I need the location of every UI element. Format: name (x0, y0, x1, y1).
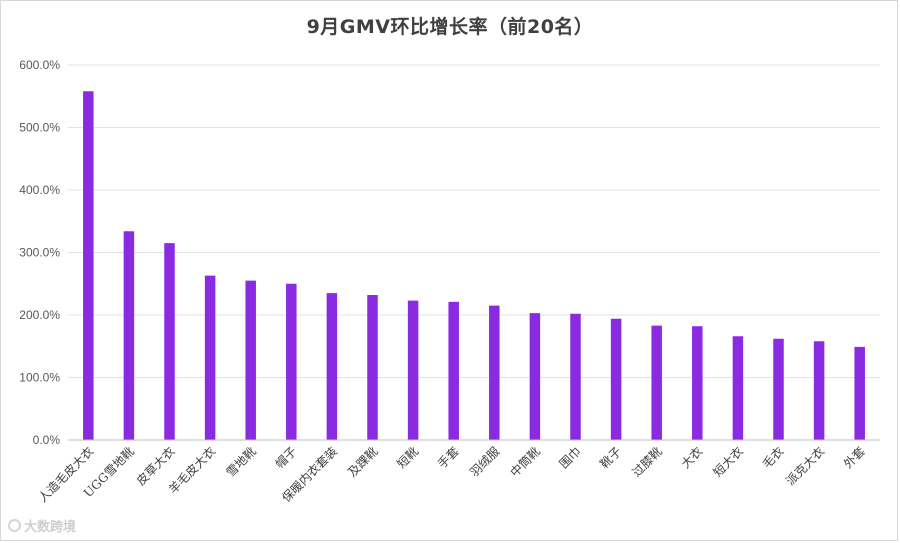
y-axis-tick-labels: 0.0% 100.0% 200.0% 300.0% 400.0% 500.0% 600.0% (19, 58, 60, 447)
y-tick-label: 500.0% (19, 121, 60, 135)
bar (489, 305, 500, 440)
y-tick-label: 400.0% (19, 183, 60, 197)
x-category-label: 外套 (841, 444, 868, 471)
y-tick-label: 100.0% (19, 371, 60, 385)
x-category-label: 毛衣 (759, 444, 787, 472)
x-category-label: 过膝靴 (629, 444, 664, 479)
bar (773, 338, 784, 440)
bar (610, 318, 622, 440)
bar (692, 326, 703, 440)
x-category-label: 雪地靴 (223, 444, 258, 479)
watermark-logo-icon (8, 519, 21, 532)
bar (326, 293, 338, 440)
bar (854, 346, 865, 440)
y-tick-label: 600.0% (19, 58, 60, 72)
x-category-label: 及踝靴 (345, 444, 380, 479)
bar (286, 283, 297, 440)
x-category-label: 中筒靴 (507, 444, 543, 480)
grid-lines (68, 64, 880, 378)
bar (164, 243, 175, 440)
chart-title: 9月GMV环比增长率（前20名） (306, 16, 594, 38)
x-category-label: 靴子 (597, 444, 624, 471)
x-category-label: 手套 (435, 444, 462, 471)
bar (732, 336, 744, 440)
watermark: 大数跨境 (8, 516, 76, 535)
bar (83, 91, 94, 440)
bar (448, 301, 459, 440)
x-axis-category-labels: 人造毛皮大衣UGG雪地靴皮草大衣羊毛皮大衣 雪地靴 帽子保暖内衣套装 及踝靴 短靴 手套羽… (35, 444, 868, 506)
y-tick-label: 0.0% (33, 433, 61, 447)
bar (529, 313, 541, 440)
watermark-text: 大数跨境 (24, 520, 77, 535)
bars (83, 91, 865, 440)
bar (367, 295, 378, 440)
x-category-label: 短大衣 (710, 444, 746, 480)
x-category-label: 羽绒服 (467, 444, 502, 479)
x-category-label: 短靴 (394, 444, 421, 471)
y-tick-label: 300.0% (19, 246, 60, 260)
x-category-label: 大衣 (678, 444, 706, 472)
bar (123, 231, 135, 440)
bar (407, 300, 419, 440)
bar (813, 341, 825, 440)
x-category-label: 帽子 (272, 444, 300, 472)
x-category-label: 围巾 (557, 444, 584, 471)
x-category-label: 派克大衣 (783, 444, 828, 489)
bar (245, 280, 256, 440)
bar (570, 313, 581, 440)
y-tick-label: 200.0% (19, 308, 60, 322)
bar (204, 275, 216, 440)
bar (651, 325, 662, 440)
